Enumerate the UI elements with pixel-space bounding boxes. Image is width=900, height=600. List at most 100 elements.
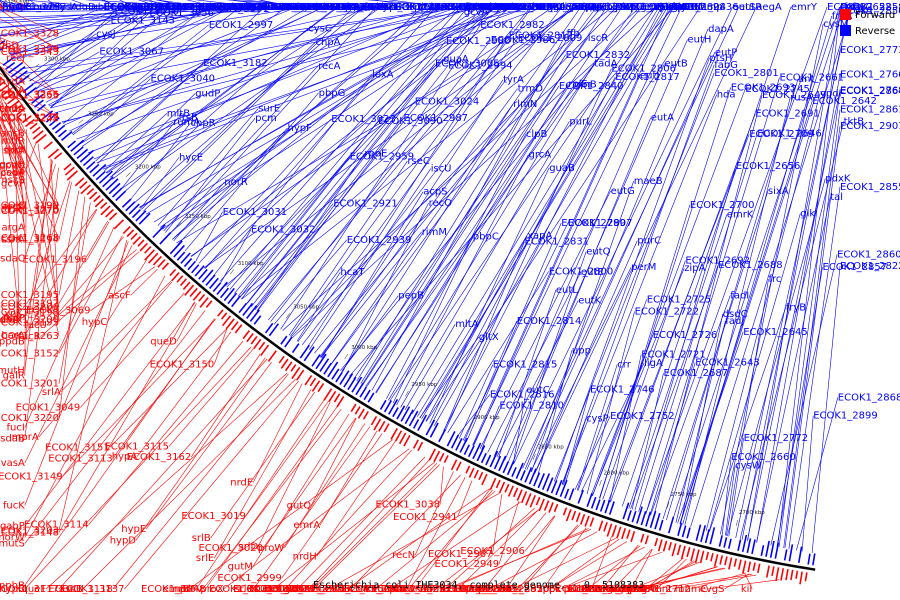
forward-gene-label: mnmC [675, 584, 708, 595]
forward-gene-label: ECOK1_3198 [0, 307, 59, 318]
reverse-feature [57, 129, 67, 138]
forward-feature [428, 448, 436, 461]
legend: Forward Reverse [840, 9, 895, 37]
forward-feature [230, 321, 239, 331]
reverse-feature [0, 40, 6, 46]
reverse-gene-label: ECOK1_3142 [220, 2, 285, 13]
forward-feature [21, 115, 32, 124]
forward-connector [58, 236, 124, 313]
reverse-gene-label: ECOK1_2801 [714, 68, 779, 79]
reverse-feature [769, 540, 775, 558]
reverse-connector [20, 6, 460, 70]
reverse-gene-label: emrY [791, 2, 818, 13]
forward-gene-label: hmp [462, 584, 484, 595]
reverse-connector [63, 8, 205, 125]
reverse-connector [254, 65, 449, 310]
reverse-connector [10, 6, 246, 55]
reverse-connector [653, 95, 763, 517]
reverse-feature [590, 496, 597, 509]
forward-connector [60, 280, 172, 393]
forward-connector [24, 241, 129, 506]
reverse-gene-label: ECOK1_2840 [559, 81, 624, 92]
forward-gene-label: ECOK1_2850 [485, 584, 550, 595]
reverse-feature [67, 140, 77, 149]
reverse-gene-label: clpB [526, 129, 548, 140]
forward-feature [630, 530, 636, 543]
reverse-feature [284, 336, 293, 348]
forward-gene-label: proV [180, 584, 203, 595]
forward-gene-label: ECOK1_3328 [0, 29, 59, 40]
reverse-gene-label: pepB [398, 291, 424, 302]
reverse-connector [37, 6, 487, 92]
reverse-gene-label: emrK [727, 210, 754, 221]
reverse-gene-label: ECOK1_3023 [331, 114, 396, 125]
bp-tick-mark [666, 501, 670, 508]
reverse-connector [194, 0, 258, 8]
reverse-connector [708, 213, 801, 532]
forward-feature [304, 375, 313, 386]
reverse-feature [760, 545, 765, 556]
reverse-gene-label: truC [479, 2, 500, 13]
forward-feature [323, 388, 333, 401]
reverse-gene-label: rluD [656, 2, 677, 13]
forward-gene-label: ECOK1_2942 [283, 584, 348, 595]
forward-connector [310, 463, 438, 590]
reverse-connector [801, 415, 814, 552]
forward-connector [213, 328, 228, 365]
forward-connector [612, 548, 653, 590]
forward-connector [435, 509, 539, 590]
reverse-gene-label: rimM [422, 227, 447, 238]
reverse-feature [246, 305, 258, 319]
reverse-connector [172, 6, 424, 240]
reverse-gene-label: eutR [739, 2, 762, 13]
reverse-feature [8, 62, 23, 74]
forward-gene-label: pssA [465, 584, 489, 595]
forward-gene-label: gabP [0, 521, 25, 532]
forward-gene-label: ECOK1_2943 [311, 584, 376, 595]
forward-feature [6, 96, 17, 105]
reverse-gene-label: rseA [531, 2, 553, 13]
forward-feature [246, 333, 254, 343]
forward-gene-label: recJ [6, 53, 25, 64]
reverse-gene-label: hcaT [340, 267, 365, 278]
reverse-gene-label: ECOK1_2688 [718, 260, 783, 271]
forward-connector [389, 501, 521, 590]
reverse-connector [35, 11, 115, 90]
bp-tick-label: 2900 kbp [474, 415, 500, 421]
forward-feature [336, 396, 345, 408]
forward-connector [109, 328, 228, 448]
forward-connector [0, 123, 26, 207]
reverse-gene-label: ECOK1_3126 [184, 2, 249, 13]
bp-tick-mark [125, 172, 131, 177]
forward-feature [710, 552, 714, 562]
reverse-gene-label: ECOK1_3001 [204, 3, 269, 14]
reverse-connector [675, 320, 726, 523]
reverse-gene-label: ECOK1_2984 [459, 2, 524, 13]
reverse-gene-label: ypdF [820, 88, 845, 99]
forward-feature [189, 287, 198, 298]
reverse-feature [737, 539, 742, 552]
forward-gene-label: ECOK1_3199 [0, 201, 59, 212]
reverse-gene-label: maeB [634, 176, 663, 187]
forward-connector [0, 95, 26, 166]
forward-feature [74, 177, 85, 187]
forward-feature [589, 517, 595, 527]
forward-feature [63, 163, 72, 171]
forward-gene-label: ECOK1_2995 [286, 584, 351, 595]
reverse-gene-label: ECOK1_2805 [601, 2, 666, 13]
forward-connector [90, 266, 156, 311]
forward-connector [406, 477, 466, 590]
forward-feature [394, 430, 403, 442]
reverse-gene-label: chpR [191, 118, 216, 129]
forward-feature [752, 562, 756, 571]
reverse-feature [528, 468, 537, 485]
forward-connector [285, 449, 413, 590]
reverse-feature [686, 527, 691, 539]
reverse-connector [778, 90, 841, 548]
forward-gene-label: ECOK1_2891 [478, 584, 543, 595]
forward-feature [296, 369, 305, 381]
forward-feature [290, 364, 297, 372]
forward-connector [512, 537, 617, 590]
reverse-feature [13, 70, 28, 82]
